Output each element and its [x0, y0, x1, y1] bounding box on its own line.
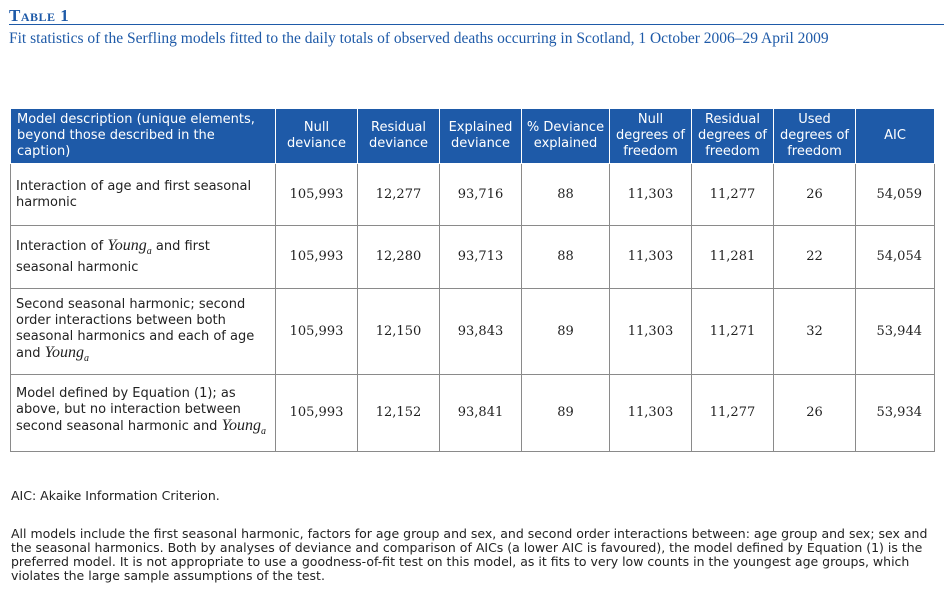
pct-deviance-cell: 89: [521, 374, 610, 452]
null-deviance-cell: 105,993: [275, 163, 358, 226]
header-aic: AIC: [855, 108, 935, 164]
residual-df-cell: 11,271: [691, 288, 774, 375]
model-description: Interaction of age and first seasonal ha…: [10, 163, 276, 226]
title-divider: [9, 24, 944, 25]
variable-young: Young: [221, 417, 262, 434]
residual-deviance-cell: 12,152: [357, 374, 440, 452]
table-footnote: All models include the first seasonal ha…: [11, 526, 928, 583]
aic-cell: 54,054: [855, 225, 935, 289]
pct-deviance-cell: 88: [521, 225, 610, 289]
explained-deviance-cell: 93,713: [439, 225, 522, 289]
aic-cell: 53,934: [855, 374, 935, 452]
model-description: Second seasonal harmonic; second order i…: [10, 288, 276, 375]
header-model-description: Model description (unique elements, beyo…: [10, 108, 276, 164]
header-null-deviance: Null deviance: [275, 108, 358, 164]
used-df-cell: 32: [773, 288, 856, 375]
residual-deviance-cell: 12,277: [357, 163, 440, 226]
used-df-cell: 22: [773, 225, 856, 289]
null-df-cell: 11,303: [609, 374, 692, 452]
model-description: Model defined by Equation (1); as above,…: [10, 374, 276, 452]
model-description: Interaction of Younga and first seasonal…: [10, 225, 276, 289]
null-deviance-cell: 105,993: [275, 225, 358, 289]
aic-cell: 54,059: [855, 163, 935, 226]
residual-df-cell: 11,277: [691, 374, 774, 452]
residual-df-cell: 11,281: [691, 225, 774, 289]
used-df-cell: 26: [773, 163, 856, 226]
residual-deviance-cell: 12,280: [357, 225, 440, 289]
header-null-df: Null degrees of freedom: [609, 108, 692, 164]
variable-subscript: a: [146, 246, 152, 257]
table-row: Second seasonal harmonic; second order i…: [10, 288, 935, 375]
pct-deviance-cell: 88: [521, 163, 610, 226]
residual-deviance-cell: 12,150: [357, 288, 440, 375]
table-row: Interaction of Younga and first seasonal…: [10, 225, 935, 289]
variable-young: Young: [44, 343, 85, 361]
null-deviance-cell: 105,993: [275, 288, 358, 375]
explained-deviance-cell: 93,716: [439, 163, 522, 226]
aic-cell: 53,944: [855, 288, 935, 375]
variable-subscript: a: [84, 352, 90, 364]
null-df-cell: 11,303: [609, 163, 692, 226]
used-df-cell: 26: [773, 374, 856, 452]
null-df-cell: 11,303: [609, 288, 692, 375]
table-row: Model defined by Equation (1); as above,…: [10, 374, 935, 452]
header-pct-deviance-explained: % Deviance explained: [521, 108, 610, 164]
null-deviance-cell: 105,993: [275, 374, 358, 452]
table-row: Interaction of age and first seasonal ha…: [10, 163, 935, 226]
fit-statistics-table: Model description (unique elements, beyo…: [10, 108, 935, 452]
explained-deviance-cell: 93,843: [439, 288, 522, 375]
header-explained-deviance: Explained deviance: [439, 108, 522, 164]
variable-young: Young: [107, 237, 147, 254]
header-residual-deviance: Residual deviance: [357, 108, 440, 164]
table-label: Table 1: [9, 6, 70, 25]
variable-subscript: a: [261, 426, 267, 437]
null-df-cell: 11,303: [609, 225, 692, 289]
abbreviation-note: AIC: Akaike Information Criterion.: [11, 488, 220, 503]
header-used-df: Used degrees of freedom: [773, 108, 856, 164]
residual-df-cell: 11,277: [691, 163, 774, 226]
table-caption: Fit statistics of the Serfling models fi…: [9, 30, 829, 47]
explained-deviance-cell: 93,841: [439, 374, 522, 452]
header-residual-df: Residual degrees of freedom: [691, 108, 774, 164]
header-row: Model description (unique elements, beyo…: [10, 108, 935, 164]
pct-deviance-cell: 89: [521, 288, 610, 375]
